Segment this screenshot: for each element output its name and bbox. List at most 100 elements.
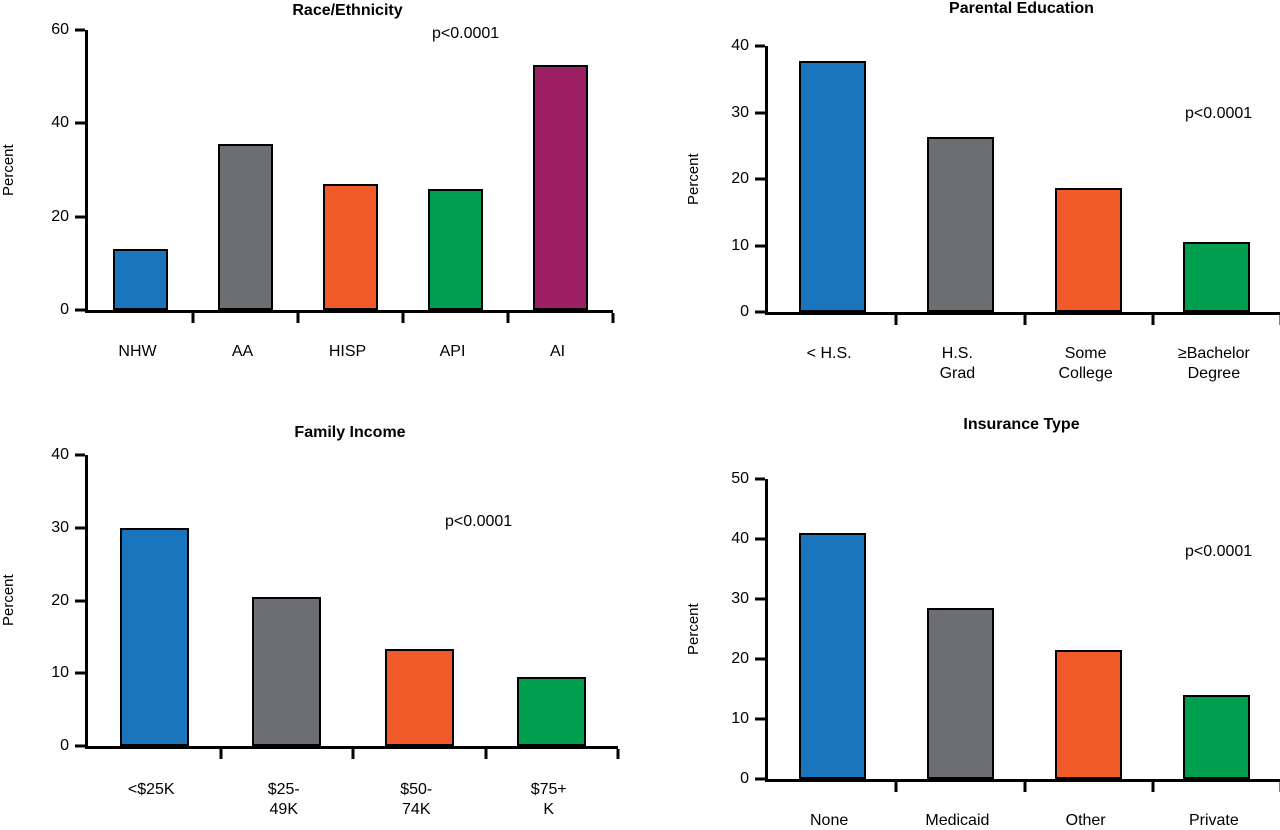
y-tick [755,177,765,181]
chart-title: Family Income [294,424,406,441]
x-tick [1023,315,1027,325]
y-tick [755,717,765,721]
bar-4 [533,65,588,310]
x-category-label: AI [549,343,566,360]
x-category-label: API [439,343,466,360]
plot-area: 0 10 20 30 40 50 [731,470,1280,792]
y-tick [755,477,765,481]
bar-0 [799,61,866,312]
plot-area: 0 20 40 60 [51,21,615,323]
y-tick-label: 0 [740,303,749,320]
x-tick [894,315,898,325]
bar-0 [113,249,168,310]
y-tick [75,308,85,312]
y-tick-label: 30 [731,103,749,121]
chart-title: Parental Education [949,0,1094,17]
bar-1 [927,608,994,779]
chart-title: Insurance Type [963,416,1080,433]
bar-2 [323,184,378,310]
x-category-label: H.S. Grad [939,345,976,382]
y-tick [755,111,765,114]
y-tick [75,599,85,602]
y-axis-label: Percent [0,574,17,627]
p-value-annotation: p<0.0001 [445,513,513,530]
y-tick [75,671,85,675]
chart-family-income: Family Income p<0.0001 Percent 0 10 20 30 40… [0,410,645,830]
y-tick-label: 20 [731,170,749,187]
bar-2 [385,649,454,746]
x-tick [351,749,355,759]
chart-parental-education: Parental Education p<0.0001 Percent 0 10 2… [655,0,1280,405]
x-axis-labels: <$25K $25- 49K $50- 74K $75+ K [85,780,615,830]
x-category-label: $25- 49K [267,781,300,818]
x-axis-labels: None Medicaid Other Private [765,811,1278,830]
y-tick-label: 20 [51,591,69,609]
y-tick-label: 10 [731,236,749,254]
bar-3 [428,189,483,310]
y-tick [755,537,765,541]
x-axis-labels: NHW AA HISP API AI [85,342,610,392]
y-tick [755,44,765,48]
y-tick [75,453,85,457]
y-tick-label: 50 [731,470,749,487]
bar-1 [252,597,321,746]
p-value-annotation: p<0.0001 [432,25,500,42]
x-tick [484,749,488,759]
x-tick [296,313,300,323]
y-tick-label: 40 [731,37,749,54]
bar-3 [1183,242,1250,312]
x-category-label: Some College [1058,345,1113,382]
bar-2 [1055,650,1122,779]
y-axis-label: Percent [685,153,702,205]
y-tick [75,215,85,219]
x-category-label: Other [1065,812,1106,829]
x-category-label: None [810,812,849,829]
x-category-label: HISP [328,343,367,360]
bar-3 [517,677,586,746]
y-tick [755,657,765,661]
bar-1 [218,144,273,310]
bar-2 [1055,188,1122,312]
y-tick-label: 0 [740,770,749,787]
x-tick [401,313,405,323]
y-tick [755,244,765,247]
x-tick [506,313,510,323]
x-tick [1023,782,1027,792]
plot-area: 0 10 20 30 40 [731,37,1280,325]
x-category-label: Private [1188,812,1239,829]
x-tick [616,749,620,759]
y-tick-label: 40 [731,530,749,547]
x-category-label: NHW [118,343,157,360]
y-tick-label: 20 [51,207,69,225]
x-category-label: ≥Bachelor Degree [1177,345,1250,382]
y-tick-label: 20 [731,650,749,667]
x-tick [894,782,898,792]
y-tick [75,28,85,32]
y-tick-label: 40 [51,446,69,463]
bar-0 [120,528,189,746]
y-tick [755,597,765,601]
y-axis-label: Percent [685,603,702,655]
y-tick-label: 30 [51,518,69,536]
y-tick [755,310,765,314]
p-value-annotation: p<0.0001 [1185,543,1253,560]
p-value-annotation: p<0.0001 [1185,105,1253,122]
x-tick [611,313,615,323]
chart-race-ethnicity: Race/Ethnicity p<0.0001 Percent 0 20 40 60 … [0,0,645,405]
plot-area: 0 10 20 30 40 [51,446,620,759]
y-tick-label: 10 [731,710,749,727]
bar-0 [799,533,866,779]
y-tick [75,526,85,530]
x-category-label: <$25K [127,781,175,798]
chart-insurance-type: Insurance Type p<0.0001 Percent 0 10 20 30 4… [655,410,1280,830]
y-tick-label: 0 [60,737,69,754]
x-tick [219,749,223,759]
y-tick-label: 60 [51,21,69,38]
bar-3 [1183,695,1250,779]
y-axis-label: Percent [0,144,17,196]
y-tick [755,777,765,781]
y-tick-label: 0 [60,301,69,318]
x-tick [1151,315,1155,325]
x-category-label: Medicaid [925,812,990,829]
